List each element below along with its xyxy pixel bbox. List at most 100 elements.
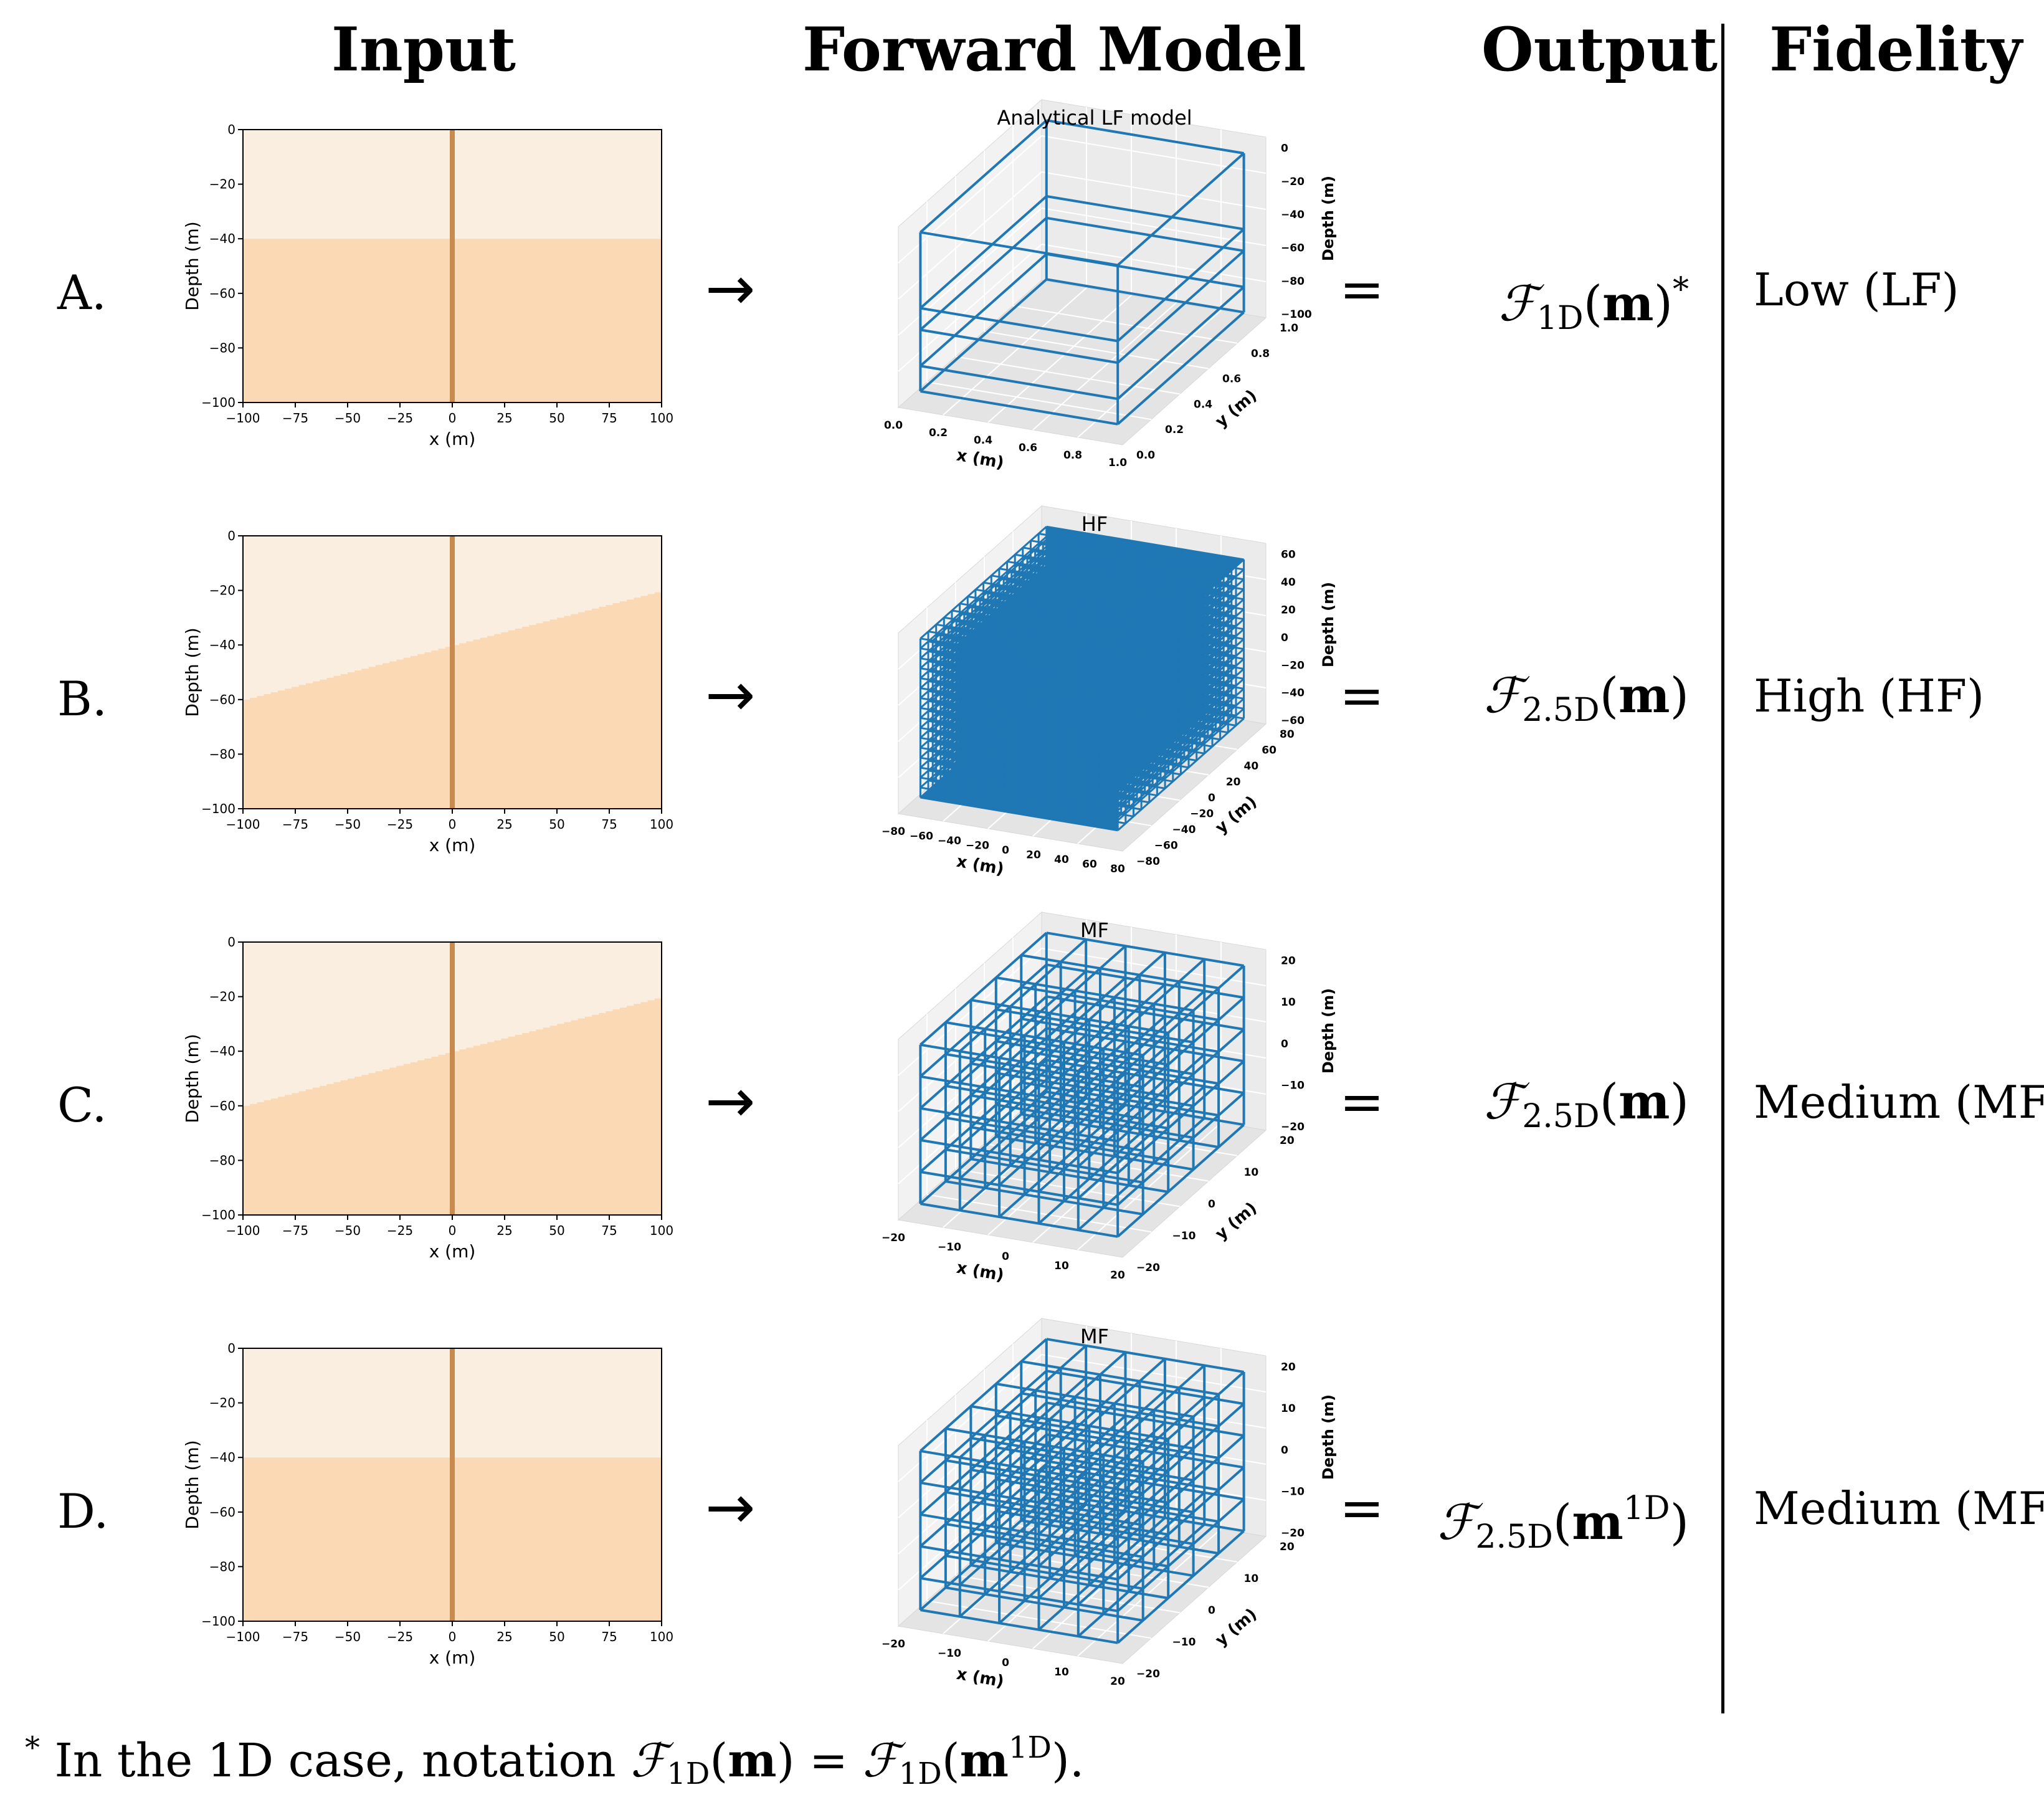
footnote-op-2: ℱ (862, 1734, 899, 1788)
output-formula: ℱ2.5D(m1D) (1437, 1474, 1689, 1571)
wireframe-edge (1077, 1428, 1205, 1542)
right-arrow-icon: → (705, 1066, 756, 1136)
model-x-tick-label: 0.6 (1019, 442, 1037, 454)
model-y-tick-label: 0 (1208, 792, 1215, 804)
model-y-tick-label: 0.6 (1222, 373, 1241, 386)
y-tick-label: −60 (209, 692, 235, 707)
wireframe-edge (1077, 1523, 1205, 1637)
wireframe-edge (1116, 1530, 1245, 1644)
model-x-tick-label: 80 (1110, 863, 1125, 875)
equals-sign: = (1339, 1477, 1385, 1540)
wireframe-edge (971, 1500, 1169, 1536)
model-x-tick-label: 0.2 (929, 427, 948, 439)
left-paren: ( (1599, 1074, 1619, 1130)
pane-gridline (984, 1549, 1209, 1588)
pane-gridline (1032, 302, 1177, 431)
x-axis-label: x (m) (429, 429, 476, 449)
model-z-tick-label: 40 (1281, 576, 1296, 589)
pane-gridline (1041, 171, 1267, 210)
argument-superscript: 1D (1623, 1490, 1670, 1527)
model-x-tick-label: 60 (1082, 859, 1097, 871)
x-tick-label: 100 (650, 817, 673, 832)
wireframe-edge (1046, 1465, 1244, 1501)
model-y-axis-label: y (m) (1212, 386, 1260, 431)
x-tick-label: 25 (497, 1629, 512, 1644)
x-tick-label: 50 (549, 1629, 564, 1644)
wireframe-edge (945, 1523, 1144, 1558)
wireframe-edge (1077, 958, 1205, 1072)
row-b: B. → = ℱ2.5D(m) High (HF) −100 −75 −50 −25 0 25 50 7… (0, 493, 2044, 905)
row-label: A. (57, 265, 107, 320)
x-tick-label: −50 (335, 1629, 361, 1644)
model-y-tick-label: −20 (1136, 1262, 1160, 1274)
fidelity-label: Medium (MF) (1754, 1076, 2044, 1128)
x-tick-label: 100 (650, 1223, 673, 1238)
wireframe-edge (1046, 1497, 1244, 1533)
wireframe-edge (971, 1094, 1169, 1130)
model-z-tick-label: −60 (1281, 242, 1305, 254)
x-tick-label: 50 (549, 1223, 564, 1238)
x-axis-label: x (m) (429, 1647, 476, 1668)
wireframe-edge (1038, 533, 1237, 568)
y-tick-label: −100 (201, 1207, 235, 1222)
y-tick-label: −80 (209, 1153, 235, 1168)
wireframe-edge (1030, 560, 1229, 594)
x-tick-label: 0 (449, 411, 457, 426)
model-x-tick-label: −20 (882, 1638, 905, 1650)
y-tick-label: 0 (227, 1341, 235, 1356)
wireframe-edge (1046, 555, 1244, 591)
y-axis-label: Depth (m) (182, 221, 202, 310)
model-x-tick-label: 0 (1002, 844, 1009, 857)
pane-gridline (1041, 207, 1267, 246)
borehole-line (450, 536, 455, 809)
wireframe-edge (971, 1469, 1169, 1504)
right-paren: ) (1670, 1074, 1689, 1130)
operator-f: ℱ (1483, 1074, 1523, 1130)
model-y-axis-label: y (m) (1212, 793, 1260, 837)
wireframe-edge (1030, 540, 1229, 574)
x-tick-label: −25 (387, 411, 413, 426)
wireframe-edge (1105, 556, 1232, 670)
wireframe-edge (1046, 995, 1244, 1031)
asterisk-mark: * (1673, 271, 1689, 308)
model-x-tick-label: 0.4 (974, 434, 992, 447)
right-arrow-icon: → (705, 1472, 756, 1542)
footnote: * In the 1D case, notation ℱ1D(m) = ℱ1D(… (25, 1717, 1084, 1805)
fidelity-label: Low (LF) (1754, 264, 1959, 316)
wireframe-edge (1077, 1364, 1205, 1479)
model-y-tick-label: 0.0 (1136, 449, 1155, 462)
operator-subscript: 2.5D (1522, 1098, 1600, 1135)
model-x-tick-label: 20 (1026, 849, 1041, 862)
wireframe-edge (1030, 550, 1229, 584)
row-c: C. → = ℱ2.5D(m) Medium (MF) −100 −75 −50 −25 0 25 5… (0, 900, 2044, 1311)
model-z-tick-label: −40 (1281, 687, 1305, 700)
equals-sign: = (1339, 1071, 1385, 1133)
wireframe-edge (1046, 278, 1244, 314)
pane-gridline (987, 295, 1132, 423)
wireframe-edge (1046, 585, 1244, 621)
model-z-tick-label: 0 (1281, 142, 1288, 155)
footnote-eq: = (794, 1734, 863, 1788)
wireframe-edge (945, 1052, 1144, 1088)
model-z-tick-label: −10 (1281, 1486, 1305, 1498)
wireframe-edge (971, 1126, 1169, 1161)
wireframe-edge (1046, 675, 1244, 710)
model-y-tick-label: −20 (1190, 808, 1214, 821)
wireframe-edge (1117, 628, 1245, 742)
wireframe-edge (971, 1158, 1169, 1193)
wireframe-edge (920, 1338, 1048, 1452)
wireframe-edge (1116, 1123, 1245, 1238)
pane-gridline (1041, 244, 1267, 282)
input-section-plot: −100 −75 −50 −25 0 25 50 75 100 0 −20 −40 −60 −80 −100… (182, 935, 673, 1262)
model-z-tick-label: −20 (1281, 1121, 1305, 1133)
x-tick-label: 25 (497, 411, 512, 426)
model-title: MF (1080, 1325, 1109, 1348)
y-tick-label: 0 (227, 122, 235, 137)
pane-gridline (898, 207, 1042, 336)
model-y-tick-label: 0.2 (1165, 424, 1184, 436)
model-y-tick-label: 10 (1244, 1573, 1259, 1585)
wireframe-edge (1116, 964, 1245, 1079)
model-title: MF (1080, 918, 1109, 942)
fidelity-label: High (HF) (1754, 670, 1985, 722)
model-y-tick-label: 0 (1208, 1604, 1215, 1617)
